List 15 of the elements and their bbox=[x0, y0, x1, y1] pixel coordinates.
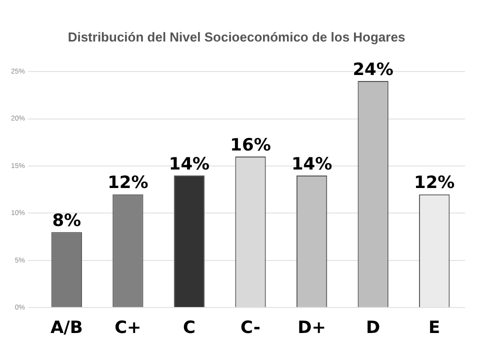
data-label: 14% bbox=[168, 154, 210, 174]
data-label: 16% bbox=[230, 135, 271, 156]
x-tick-label: C- bbox=[240, 318, 260, 338]
data-label: 14% bbox=[291, 154, 332, 174]
data-label: 8% bbox=[52, 211, 82, 231]
x-tick-label: C bbox=[182, 318, 196, 338]
x-tick-label: D+ bbox=[298, 318, 326, 338]
data-label: 24% bbox=[352, 60, 394, 80]
x-tick-label: E bbox=[428, 318, 440, 338]
x-tick-label: D bbox=[366, 318, 380, 338]
x-tick-label: A/B bbox=[50, 318, 83, 338]
data-label: 12% bbox=[108, 173, 148, 194]
x-tick-label: C+ bbox=[114, 318, 142, 338]
chart-title: Distribución del Nivel Socioeconómico de los Hogares bbox=[68, 29, 406, 44]
data-label: 12% bbox=[414, 173, 455, 194]
